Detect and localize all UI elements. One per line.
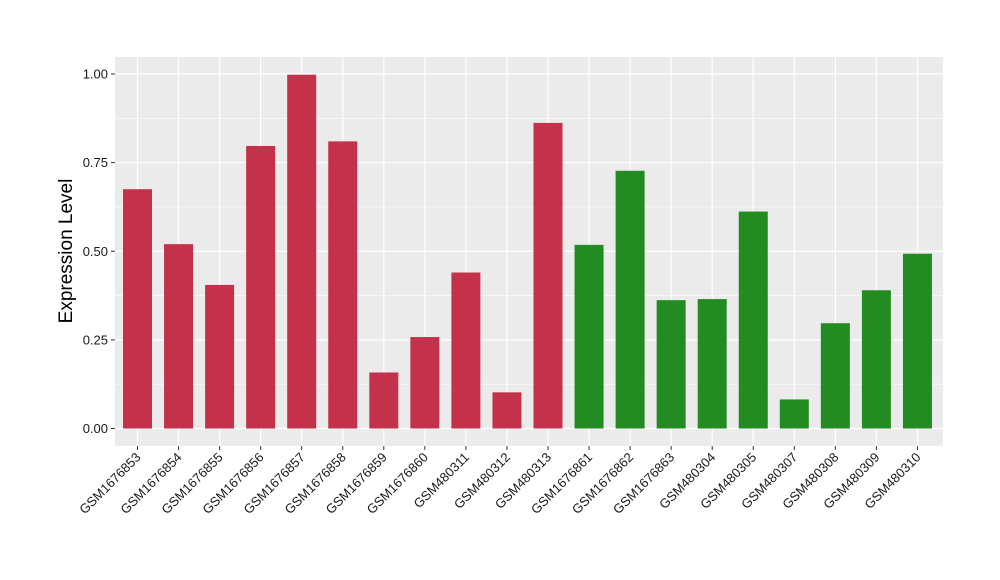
bars <box>123 74 932 429</box>
bar-gsm1676863 <box>656 300 686 429</box>
y-tick-label: 1.00 <box>83 67 108 82</box>
bar-gsm480308 <box>820 323 850 429</box>
bar-gsm480310 <box>902 253 932 429</box>
bar-gsm480307 <box>779 399 809 429</box>
y-tick-label: 0.50 <box>83 244 108 259</box>
bar-gsm480304 <box>697 299 727 429</box>
y-axis-title: Expression Level <box>56 179 77 324</box>
bar-gsm480311 <box>451 272 481 429</box>
bar-gsm1676859 <box>369 372 399 429</box>
bar-gsm1676854 <box>164 244 194 429</box>
bar-gsm1676855 <box>205 284 235 429</box>
bar-gsm480313 <box>533 122 563 429</box>
bar-gsm480305 <box>738 211 768 429</box>
y-axis: 0.00 0.25 0.50 0.75 1.00 <box>83 67 115 436</box>
y-tick-label: 0.25 <box>83 332 108 347</box>
bar-gsm1676860 <box>410 337 440 429</box>
bar-gsm1676858 <box>328 141 358 429</box>
bar-gsm1676856 <box>246 145 276 429</box>
bar-gsm1676861 <box>574 244 604 429</box>
x-axis: GSM1676853GSM1676854GSM1676855GSM1676856… <box>76 446 924 517</box>
bar-gsm480309 <box>861 290 891 429</box>
bar-gsm480312 <box>492 392 522 429</box>
bar-gsm1676853 <box>123 189 152 429</box>
bar-gsm1676862 <box>615 170 645 429</box>
y-tick-label: 0.00 <box>83 421 108 436</box>
bar-gsm1676857 <box>287 74 317 429</box>
y-tick-label: 0.75 <box>83 155 108 170</box>
